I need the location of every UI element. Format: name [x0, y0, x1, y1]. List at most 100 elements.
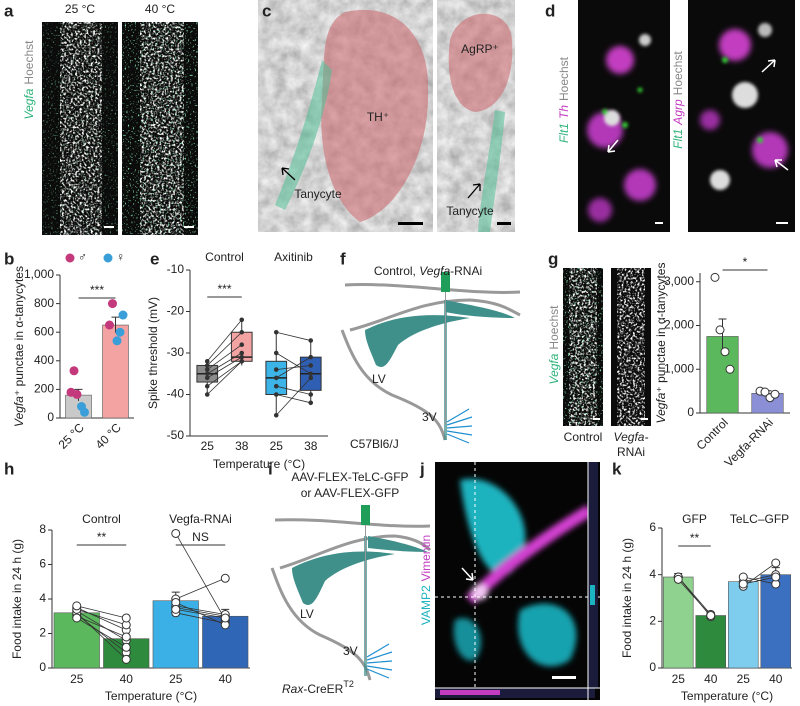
stain-label: Flt1 Agrp Hoechst [671, 51, 685, 149]
label-part: Th [557, 105, 571, 119]
significance-label: ** [690, 531, 700, 545]
data-point [204, 375, 210, 381]
y-tick-label: 1,000 [664, 361, 694, 375]
error-bar [111, 316, 120, 333]
micrograph-g [563, 268, 651, 426]
y-tick-label: -20 [167, 304, 185, 318]
y-tick-label: 2,000 [664, 318, 694, 332]
panel-letter: j [419, 459, 425, 478]
y-axis-label: Vegfa⁺ punctae in α-tanycytes [12, 266, 26, 427]
y-tick-label: 200 [34, 382, 54, 396]
y-axis-label: Food intake in 24 h (g) [620, 538, 634, 658]
data-point [273, 350, 279, 356]
x-axis-label: Temperature (°C) [681, 689, 773, 703]
data-point [121, 613, 131, 623]
data-point [204, 392, 210, 397]
cell-label: Tanycyte [294, 187, 342, 201]
y-tick-label: 0 [649, 660, 656, 674]
y-tick-label: 6 [649, 520, 656, 534]
stain-label: Vegfa Hoechst [547, 305, 561, 385]
pair-line [76, 617, 127, 648]
x-tick-label: 40 °C [93, 420, 124, 451]
condition-label: Control [564, 430, 603, 444]
data-point [204, 383, 210, 389]
data-point [171, 604, 181, 614]
legend-swatch [65, 253, 75, 263]
x-axis-label: Temperature (°C) [105, 689, 197, 703]
data-point [760, 387, 770, 397]
region-label: LV [372, 372, 386, 386]
x-tick-label: 40 [769, 672, 783, 686]
data-point [738, 579, 748, 589]
data-point [273, 375, 279, 381]
pair-line [276, 352, 311, 375]
condition-label: RNAi [617, 445, 645, 459]
significance-label: *** [90, 283, 104, 297]
data-point [308, 400, 314, 406]
significance-label: * [743, 255, 748, 269]
label-part: ⁺ punctae in α-tanycytes [654, 263, 668, 393]
data-point [69, 366, 79, 376]
stain-label: VAMP2 Vimentin [419, 535, 433, 625]
strain-label: C57Bl6/J [350, 437, 399, 451]
group-label: TeLC–GFP [730, 512, 789, 526]
pair-line [207, 356, 242, 379]
panel-letter: b [4, 249, 14, 268]
x-tick-label: 25 °C [56, 420, 87, 451]
significance-label: ** [97, 530, 107, 544]
pair-line [276, 331, 311, 341]
pair-line [76, 610, 127, 641]
data-point [220, 573, 230, 583]
label-part: Rax [282, 682, 304, 696]
panel-letter: a [4, 1, 14, 20]
y-tick-label: 8 [39, 522, 46, 536]
data-point [204, 367, 210, 372]
data-point [239, 317, 245, 323]
label-part: ⁺ punctae in α-tanycytes [12, 266, 26, 396]
x-tick-label: 38 [235, 439, 249, 453]
data-point [204, 371, 210, 377]
pair-line [206, 319, 243, 362]
y-tick-label: 0 [687, 405, 694, 419]
strain-label: Rax-CreERT2 [282, 679, 354, 696]
panel-letter: c [262, 1, 271, 20]
data-point [112, 336, 122, 346]
label-part: Vimentin [419, 535, 433, 581]
x-tick-label: 25 [201, 439, 215, 453]
data-point [220, 613, 230, 623]
data-point [115, 327, 125, 337]
legend-label: ♀ [116, 250, 125, 264]
label-part: VAMP2 [419, 585, 433, 625]
label-part: Vegfa [547, 353, 561, 384]
group-label: Axitinib [274, 250, 313, 264]
pair-line [743, 574, 776, 583]
y-tick-label: 4 [39, 591, 46, 605]
y-tick-label: 0 [47, 410, 54, 424]
schematic-title: Control, Vegfa-RNAi [374, 264, 482, 278]
panel-letter: h [4, 459, 14, 478]
pair-line [76, 615, 127, 638]
data-point [121, 654, 131, 664]
x-axis-label: Temperature (°C) [213, 457, 305, 471]
x-tick-label: 25 [70, 672, 84, 686]
x-tick-label: 25 [737, 672, 751, 686]
region-label: 3V [422, 410, 437, 424]
y-axis-label: Spike threshold (mV) [146, 297, 160, 409]
y-tick-label: -10 [167, 262, 185, 276]
pair-line [207, 360, 242, 387]
y-axis-label: Food intake in 24 h (g) [10, 539, 24, 659]
panel-letter: k [612, 459, 622, 478]
micrograph-a [42, 22, 198, 235]
x-tick-label: 40 [120, 672, 134, 686]
bar [760, 574, 791, 669]
pair-line [206, 361, 243, 395]
data-point [771, 572, 781, 582]
label-part: Vegfa [654, 392, 668, 423]
data-point [80, 407, 89, 417]
bar [727, 581, 759, 669]
temp-label: 25 °C [65, 2, 95, 16]
cell-label: TH⁺ [367, 110, 389, 124]
x-tick-label: 40 [219, 672, 233, 686]
data-point [121, 642, 131, 652]
y-tick-label: -50 [167, 428, 185, 442]
